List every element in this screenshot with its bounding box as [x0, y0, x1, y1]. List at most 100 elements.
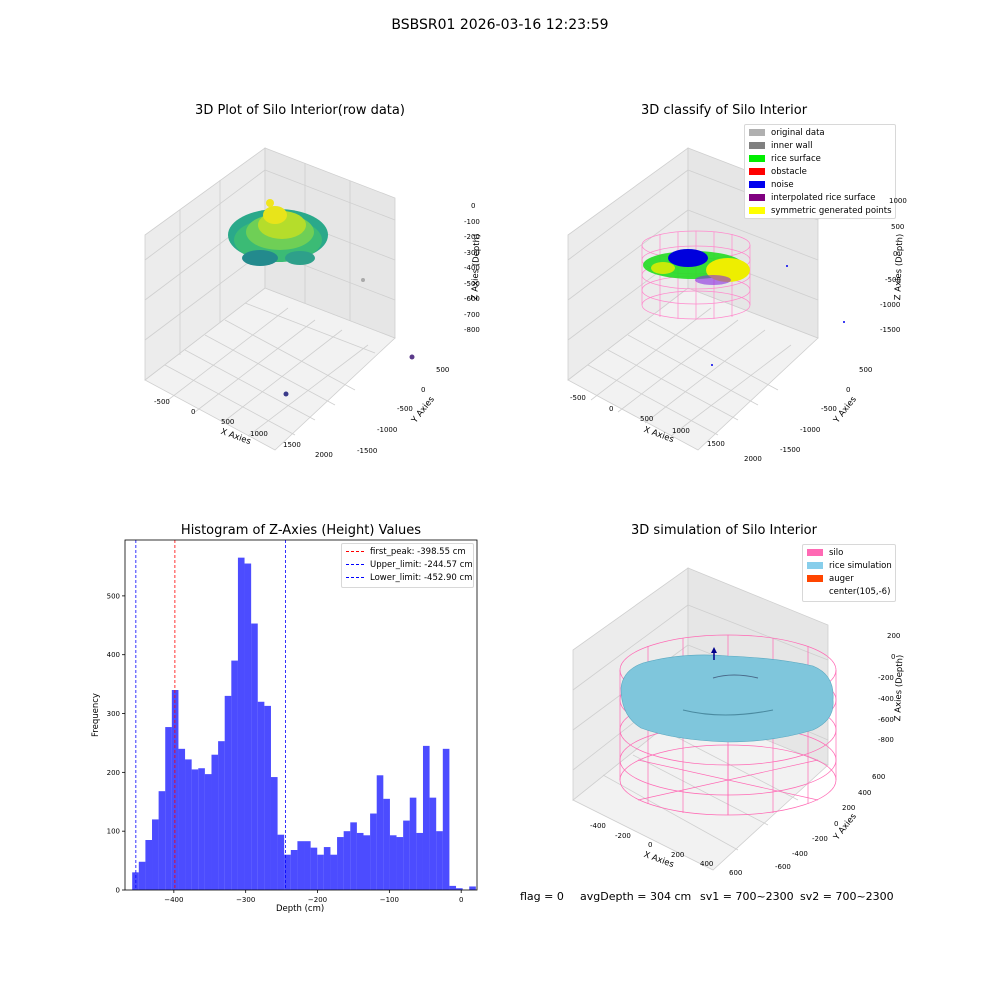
legend-entry: rice simulation [803, 559, 895, 572]
panel1-scatter-cloud [228, 199, 328, 266]
legend-label: original data [771, 127, 825, 138]
hist-bar [152, 819, 159, 890]
hist-xticks: −400 −300 −200 −100 0 [164, 890, 463, 904]
hist-bar [251, 623, 258, 890]
x-tick-label: −100 [380, 896, 399, 904]
hist-bar [218, 741, 225, 890]
hist-bar [178, 748, 186, 890]
hist-bar [231, 660, 238, 890]
hist-bar [211, 754, 219, 890]
panel2-noise-point [843, 321, 845, 323]
panel2-classified-points [643, 249, 750, 285]
hist-bar [310, 847, 318, 890]
hist-bar [429, 797, 437, 890]
x-tick-label: −400 [164, 896, 183, 904]
hist-frame [124, 539, 478, 891]
tick-label: -200 [615, 832, 631, 840]
tick-label: 600 [872, 773, 886, 781]
legend-entry: symmetric generated points [745, 204, 895, 217]
hist-bar [337, 837, 344, 890]
tick-label: 200 [887, 632, 901, 640]
panel2-noise-point [786, 265, 788, 267]
hist-bar [185, 759, 192, 890]
legend-entry: first_peak: -398.55 cm [342, 545, 473, 558]
tick-label: 0 [846, 386, 851, 394]
legend-label: rice simulation [829, 560, 892, 571]
hist-bar [376, 775, 384, 890]
panel4-rice-surface [620, 654, 834, 743]
avg-depth-text: avgDepth = 304 cm [580, 890, 692, 903]
tick-label: 500 [859, 366, 873, 374]
auger-icon [711, 647, 717, 660]
hist-ylabel: Frequency [90, 693, 101, 737]
legend-entry: silo [803, 546, 895, 559]
y-tick-label: 300 [107, 710, 120, 718]
panel4-legend: silo rice simulation auger center(105,-6… [802, 544, 896, 602]
panel1-outlier-point [409, 354, 415, 360]
histogram-plot: −400 −300 −200 −100 0 0 100 200 300 400 500 [107, 539, 478, 904]
tick-label: 0 [191, 408, 196, 416]
panel2-legend: original data inner wall rice surface ob… [744, 124, 896, 219]
tick-label: 0 [609, 405, 614, 413]
hist-bar [204, 774, 212, 890]
legend-line [346, 564, 364, 565]
panel1-title: 3D Plot of Silo Interior(row data) [195, 103, 405, 118]
tick-label: -400 [878, 695, 894, 703]
tick-label: 1500 [707, 440, 725, 448]
hist-bar [198, 768, 205, 890]
legend-swatch [749, 129, 765, 136]
legend-swatch [749, 168, 765, 175]
tick-label: -200 [812, 835, 828, 843]
tick-label: -500 [154, 398, 170, 406]
y-tick-label: 400 [107, 651, 120, 659]
legend-entry: interpolated rice surface [745, 191, 895, 204]
hist-bar [442, 748, 450, 890]
x-tick-label: 0 [459, 896, 463, 904]
legend-entry: obstacle [745, 165, 895, 178]
hist-bar [363, 835, 371, 890]
tick-label: 2000 [315, 451, 333, 459]
panel1-outlier-point [283, 391, 289, 397]
tick-label: 0 [471, 202, 476, 210]
hist-bar [456, 888, 463, 890]
y-tick-label: 500 [107, 592, 120, 600]
tick-label: 600 [729, 869, 743, 877]
legend-label: obstacle [771, 166, 807, 177]
legend-label: symmetric generated points [771, 205, 892, 216]
tick-label: -1000 [800, 426, 821, 434]
legend-line [346, 551, 364, 552]
tick-label: -500 [821, 405, 837, 413]
tick-label: 1000 [250, 430, 268, 438]
legend-swatch [807, 562, 823, 569]
hist-legend: first_peak: -398.55 cm Upper_limit: -244… [341, 543, 474, 588]
hist-bar [356, 832, 364, 890]
sv2-text: sv2 = 700~2300 [800, 890, 894, 903]
tick-label: 500 [221, 418, 235, 426]
panel1-zlabel: Z Axies (Depth) [470, 233, 483, 301]
panel2-zlabel: Z Axies (Depth) [893, 233, 906, 301]
tick-label: 0 [421, 386, 426, 394]
panel4-zlabel: Z Axies (Depth) [893, 654, 906, 722]
panel2-noise-point [711, 364, 713, 366]
x-tick-label: −200 [308, 896, 327, 904]
tick-label: -700 [464, 311, 480, 319]
hist-bar [389, 835, 397, 890]
legend-swatch [807, 588, 823, 595]
hist-bar [330, 854, 338, 890]
hist-bar [422, 745, 430, 890]
legend-swatch [807, 549, 823, 556]
hist-bar [317, 854, 324, 890]
tick-label: -1000 [880, 301, 901, 309]
tick-label: -500 [464, 280, 480, 288]
hist-bar [277, 834, 285, 890]
hist-bar [416, 832, 423, 890]
hist-bar [409, 797, 417, 890]
panel1-plot [144, 147, 415, 451]
legend-entry: Lower_limit: -452.90 cm [342, 571, 473, 584]
tick-label: -600 [775, 863, 791, 871]
legend-line [346, 577, 364, 578]
tick-label: 400 [858, 789, 872, 797]
tick-label: -400 [792, 850, 808, 858]
legend-label: Lower_limit: -452.90 cm [370, 572, 473, 583]
panel4-title: 3D simulation of Silo Interior [631, 523, 817, 538]
